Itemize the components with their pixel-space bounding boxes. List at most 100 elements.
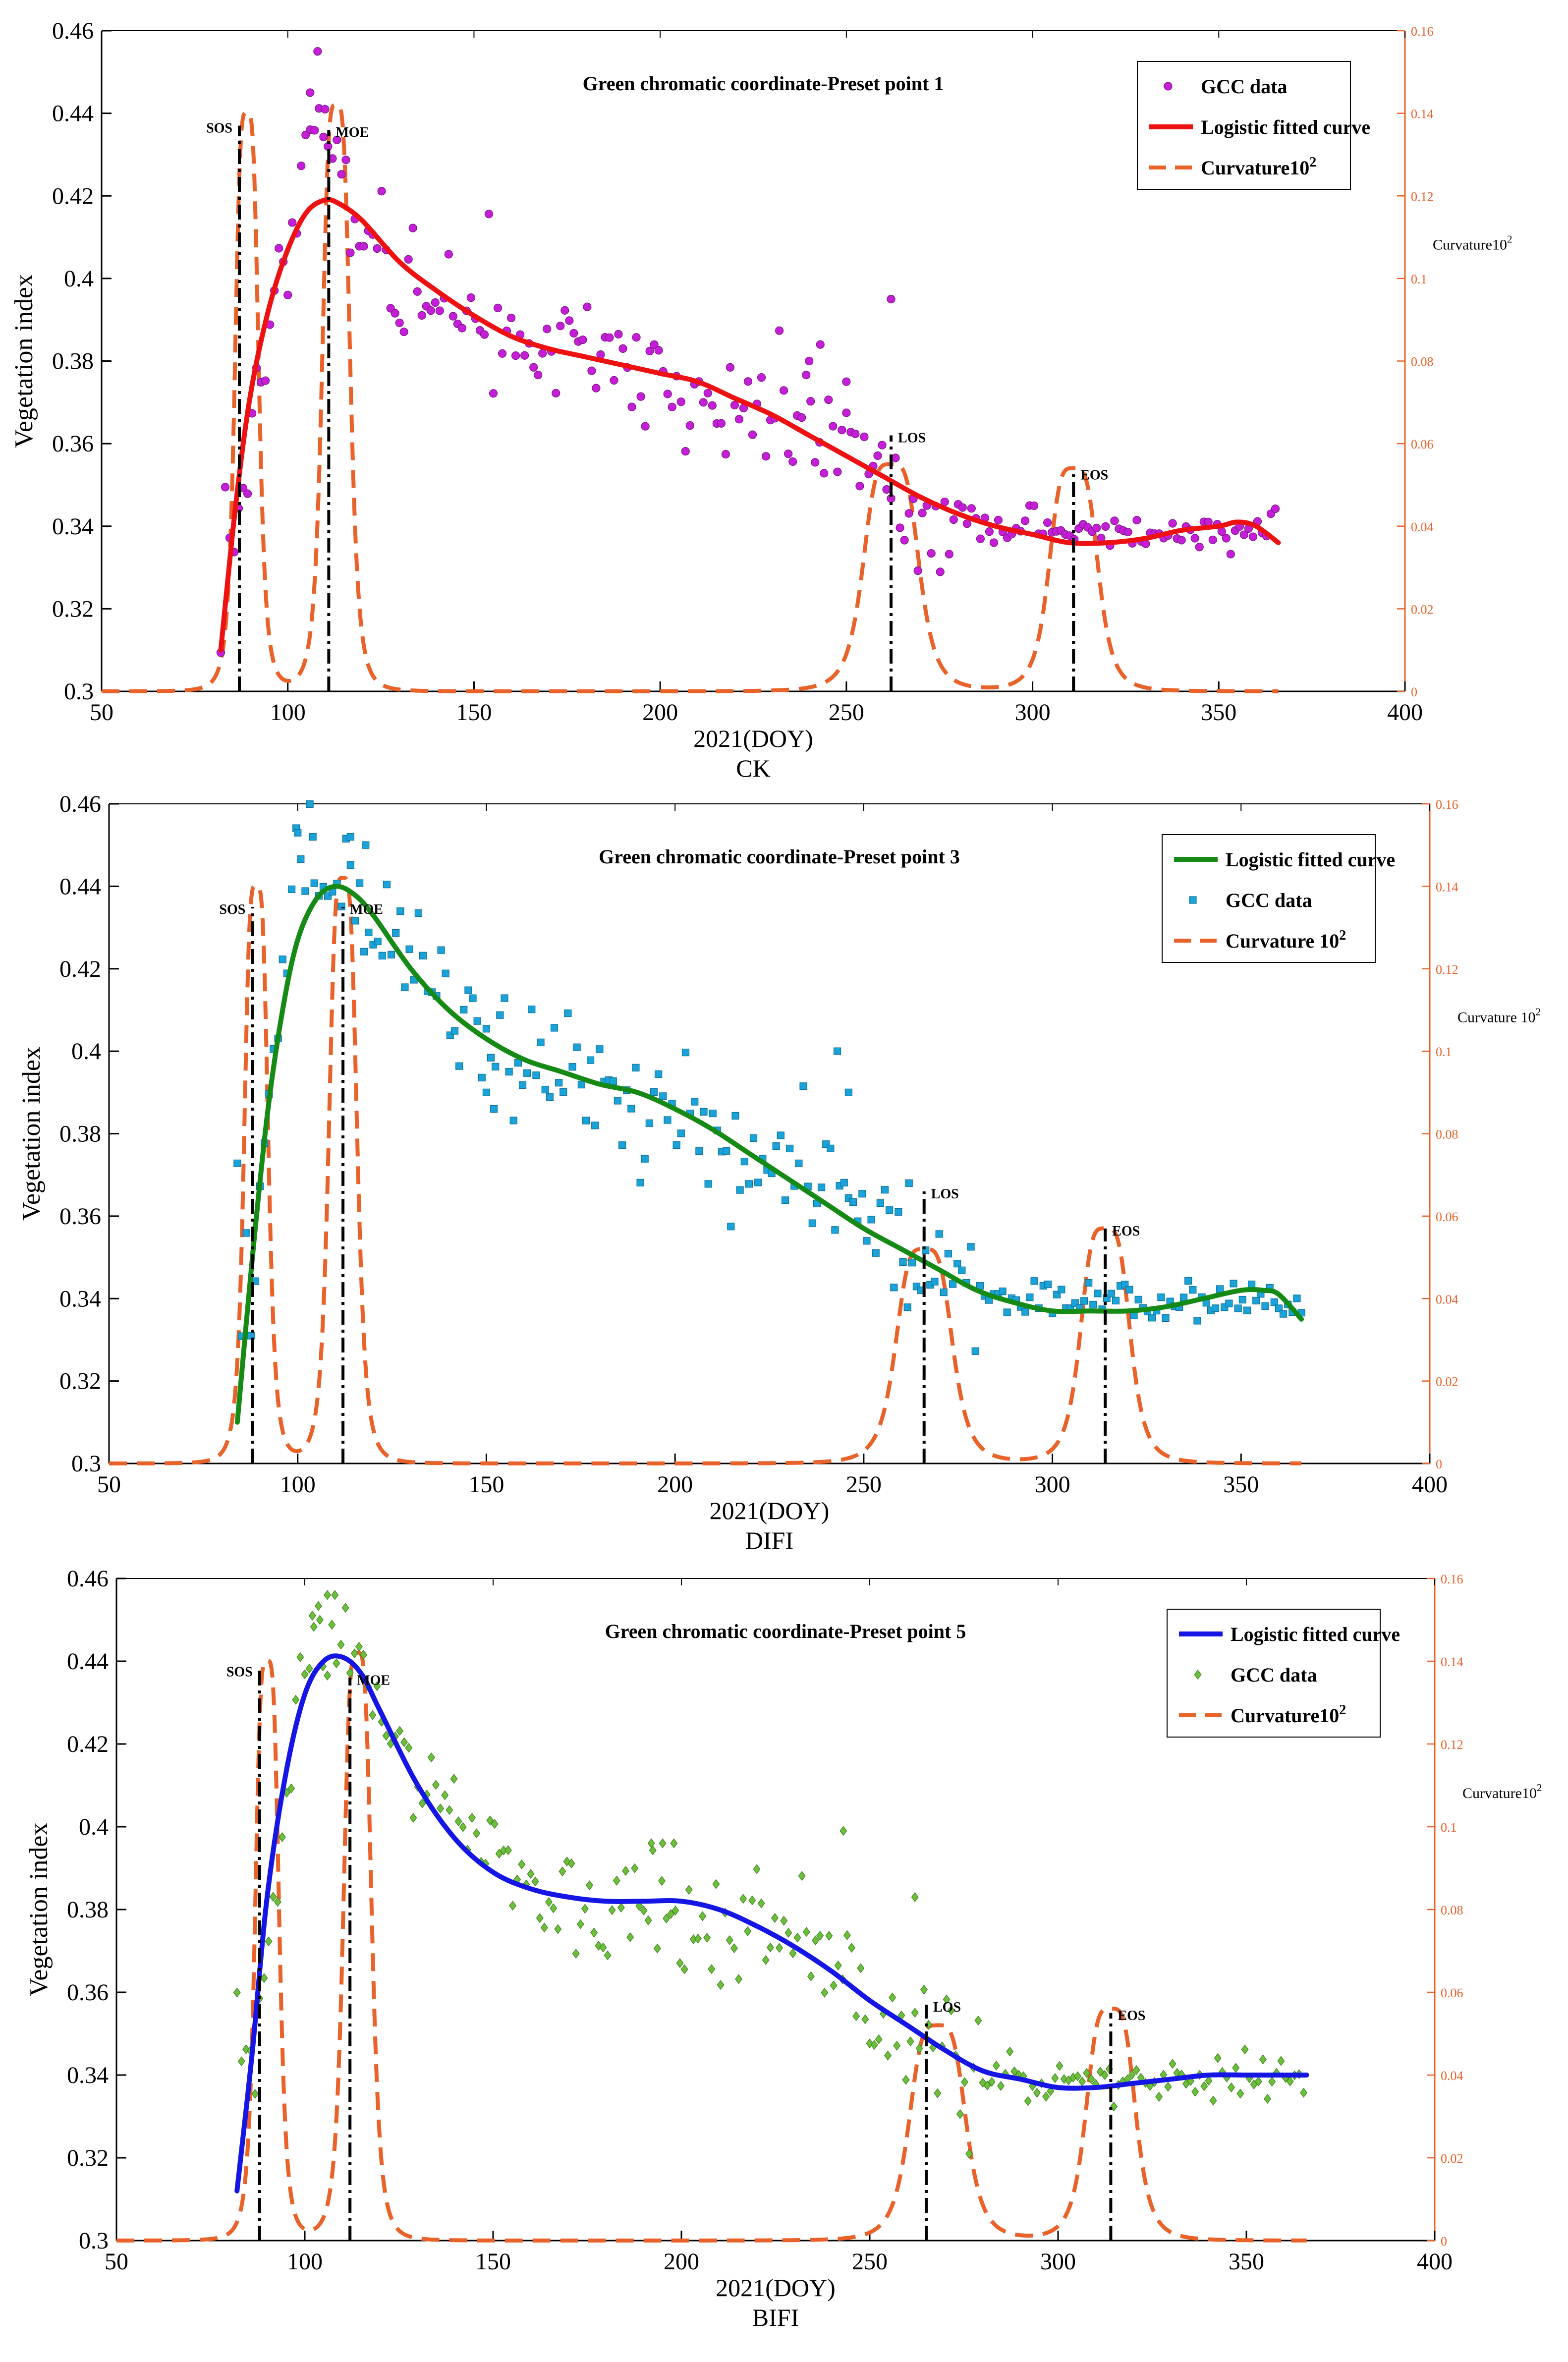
ck-curvature-line	[102, 103, 1279, 693]
ck-gcc-point	[466, 293, 476, 302]
ck-gcc-point	[493, 303, 503, 312]
ck-gcc-point	[927, 549, 936, 558]
ck-gcc-point	[444, 250, 453, 259]
ck-gcc-point	[824, 395, 833, 404]
bifi-chart: 50 100 150 200 250 300 350 400 0.3 0.32 0.34 0.36 0.…	[25, 1566, 1542, 2331]
bifi-gcc-point	[744, 1926, 752, 1936]
difi-gcc-point	[1107, 1290, 1115, 1297]
bifi-gcc-point	[333, 1658, 340, 1669]
bifi-gcc-point	[1132, 2065, 1140, 2075]
difi-gcc-point	[405, 945, 413, 953]
bifi-gcc-point	[735, 1974, 743, 1984]
bifi-gcc-point	[640, 1906, 648, 1916]
difi-gcc-point	[1189, 1286, 1197, 1294]
ck-gcc-point	[614, 330, 623, 338]
bifi-fitted-curve	[234, 1653, 1309, 2193]
difi-gcc-point	[550, 1024, 559, 1032]
ck-y-right-axis-label-sup: 2	[1507, 233, 1512, 245]
ck-gcc-point	[288, 218, 297, 227]
bifi-gcc-point	[608, 1905, 616, 1915]
bifi-gcc-point	[400, 1737, 408, 1747]
ck-y-tick-label: 0.36	[52, 431, 94, 457]
ck-chart: 50 100 150 200 250 300 350 400 0.3 0.32 0.34 0.36 0.…	[10, 18, 1512, 782]
ck-x-tick-label: 250	[829, 699, 864, 726]
difi-gcc-point	[650, 1088, 658, 1096]
ck-gcc-point	[891, 453, 900, 462]
ck-gcc-point	[1217, 527, 1226, 536]
bifi-gcc-point	[331, 1590, 339, 1600]
bifi-gcc-point	[816, 1930, 824, 1941]
difi-y-right-tick-label: 0.16	[1436, 797, 1458, 812]
bifi-gcc-point	[1083, 2068, 1091, 2078]
bifi-gcc-point	[1268, 2077, 1276, 2087]
bifi-gcc-point	[663, 1913, 671, 1924]
bifi-legend-marker	[1194, 1670, 1202, 1680]
difi-gcc-point	[523, 1069, 531, 1077]
difi-gcc-point	[1261, 1302, 1269, 1310]
difi-gcc-point	[655, 1070, 663, 1078]
bifi-gcc-point	[373, 1681, 381, 1691]
difi-y-right-axis-label-text: Curvature 10	[1457, 1010, 1535, 1026]
bifi-gcc-point	[821, 1987, 829, 1998]
difi-gcc-point	[953, 1260, 961, 1268]
difi-gcc-point	[1021, 1308, 1029, 1316]
ck-gcc-point	[775, 326, 784, 335]
difi-gcc-point	[505, 1068, 513, 1076]
ck-gcc-point	[221, 483, 230, 492]
ck-gcc-point	[685, 421, 694, 430]
ck-gcc-point	[426, 306, 435, 315]
ck-gcc-point	[878, 441, 887, 450]
difi-gcc-point	[1193, 1317, 1201, 1325]
bifi-gcc-point	[550, 1903, 558, 1913]
difi-gcc-point	[355, 879, 364, 887]
difi-gcc-point	[723, 1147, 730, 1155]
bifi-gcc-point	[1101, 2070, 1109, 2081]
bifi-y-tick-label: 0.34	[67, 2062, 109, 2088]
ck-gcc-point	[730, 400, 739, 410]
difi-gcc-point	[827, 1144, 835, 1152]
ck-gcc-point	[985, 527, 994, 536]
bifi-gcc-point	[807, 1971, 815, 1981]
bifi-gcc-point	[468, 1812, 476, 1823]
ck-gcc-point	[829, 422, 838, 431]
ck-gcc-point	[1271, 504, 1280, 513]
bifi-gcc-point	[269, 1892, 277, 1902]
bifi-gcc-point	[676, 1958, 684, 1968]
ck-gcc-point	[484, 210, 494, 219]
bifi-gcc-point	[992, 2060, 1000, 2071]
difi-gcc-point	[482, 1088, 491, 1096]
difi-y-right-tick-label: 0.04	[1436, 1292, 1458, 1306]
difi-y-tick-label: 0.32	[59, 1368, 101, 1395]
difi-gcc-point	[840, 1179, 848, 1186]
ck-gcc-point	[1092, 523, 1101, 532]
bifi-y-right-axis-label-sup: 2	[1537, 1782, 1542, 1794]
difi-title: Green chromatic coordinate-Preset point …	[599, 845, 960, 868]
difi-gcc-point	[1248, 1280, 1256, 1289]
ck-x-tick-label: 400	[1387, 699, 1423, 726]
bifi-gcc-point	[672, 1905, 679, 1915]
difi-gcc-point	[935, 1230, 943, 1238]
difi-gcc-point	[392, 929, 400, 937]
ck-gcc-point	[900, 536, 909, 545]
bifi-gcc-point	[730, 1943, 738, 1954]
difi-gcc-point	[831, 1226, 839, 1234]
bifi-gcc-point	[504, 1845, 512, 1856]
difi-gcc-point	[736, 1186, 744, 1194]
bifi-gcc-point	[328, 1620, 336, 1630]
bifi-gcc-point	[1042, 2091, 1050, 2102]
bifi-y-right-tick-label: 0.02	[1441, 2151, 1463, 2166]
difi-fitted-curve	[234, 884, 1304, 1425]
difi-x-tick-label: 250	[846, 1471, 882, 1498]
ck-gcc-point	[708, 401, 717, 410]
ck-gcc-point	[556, 322, 565, 331]
bifi-gcc-point	[739, 1894, 747, 1904]
difi-gcc-point	[496, 1011, 504, 1019]
bifi-gcc-point	[531, 1876, 539, 1887]
bifi-gcc-point	[324, 1590, 332, 1600]
ck-gcc-point	[319, 132, 328, 141]
ck-gcc-point	[408, 224, 417, 232]
ck-gcc-point	[618, 344, 627, 353]
ck-gcc-point	[413, 287, 422, 296]
bifi-gcc-point	[405, 1743, 413, 1753]
bifi-y-right-tick-label: 0.06	[1441, 1986, 1463, 2000]
